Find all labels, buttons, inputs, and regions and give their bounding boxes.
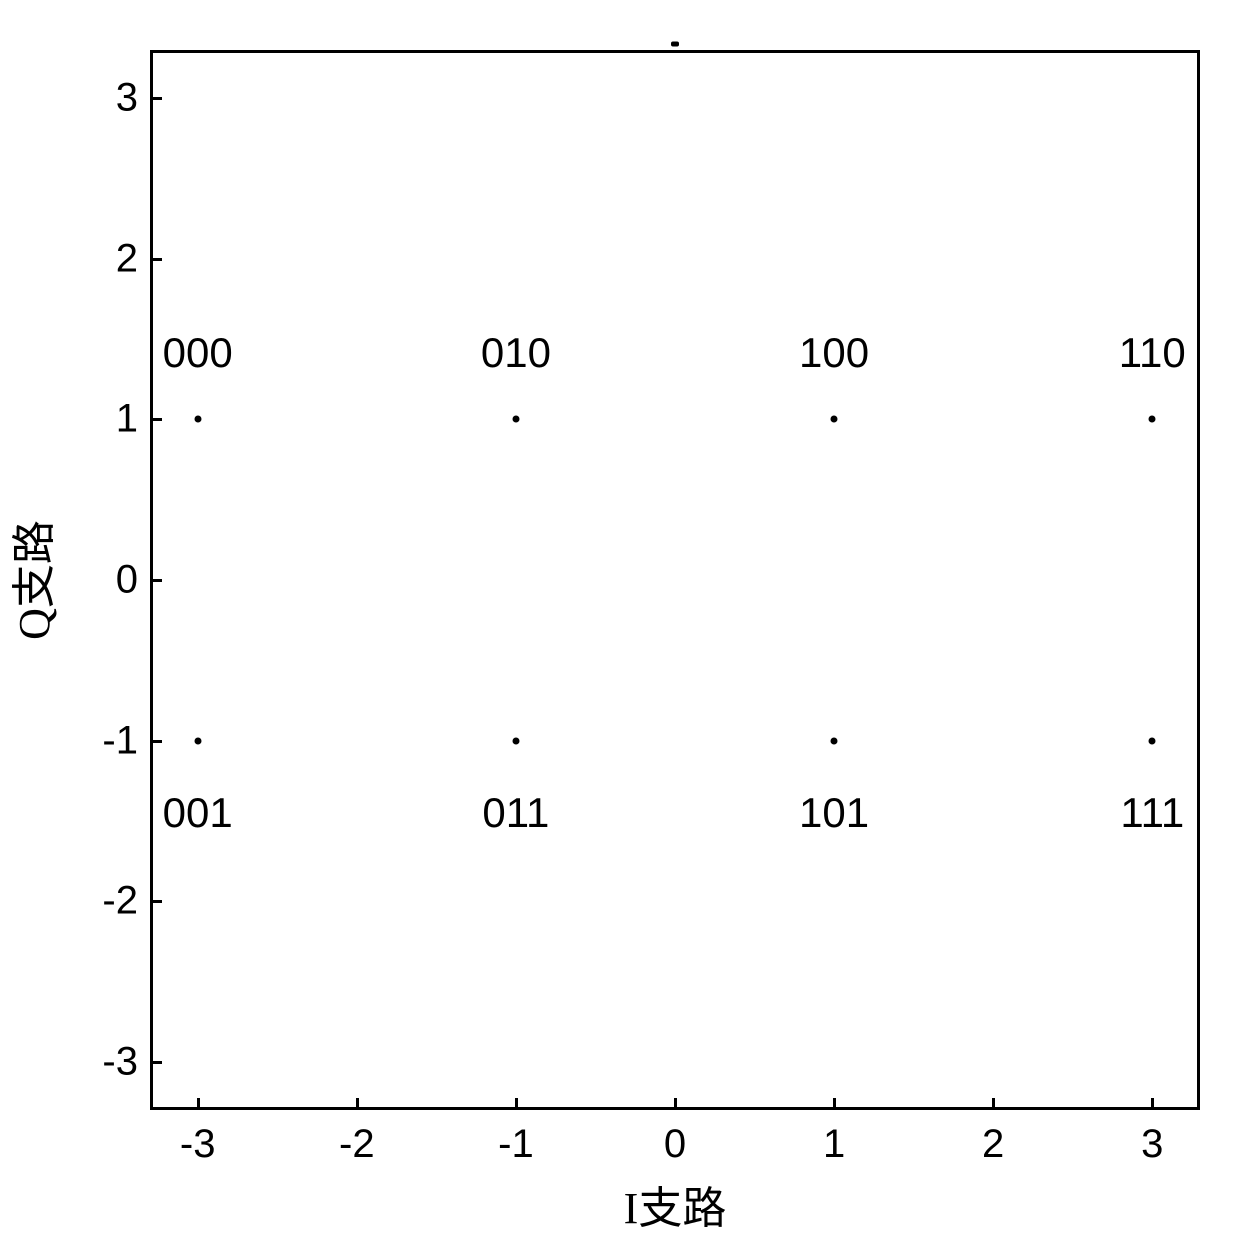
y-tick-label: 3 [116,76,138,121]
y-tick-label: -1 [102,718,138,763]
constellation-label: 011 [482,789,549,837]
constellation-label: 101 [799,789,869,837]
y-tick [150,579,162,582]
y-tick-label: -3 [102,1039,138,1084]
y-tick [150,418,162,421]
constellation-point [194,737,201,744]
y-tick [150,900,162,903]
constellation-label: 000 [163,329,233,377]
constellation-point [831,737,838,744]
constellation-point [512,737,519,744]
x-tick [356,1098,359,1110]
y-tick [150,1061,162,1064]
constellation-label: 100 [799,329,869,377]
x-tick [833,1098,836,1110]
plot-area [150,50,1200,1110]
y-tick-label: 0 [116,558,138,603]
constellation-label: 001 [163,789,233,837]
constellation-label: 010 [481,329,551,377]
x-tick [674,1098,677,1110]
y-tick [150,258,162,261]
x-tick-label: 3 [1141,1122,1163,1167]
x-tick-label: 1 [823,1122,845,1167]
constellation-label: 110 [1119,329,1186,377]
x-tick-label: 2 [982,1122,1004,1167]
x-tick-label: -2 [339,1122,375,1167]
x-tick-label: -1 [498,1122,534,1167]
y-tick-label: -2 [102,879,138,924]
constellation-chart: I支路 Q支路 -3 -2 -1 0 1 2 3 -3 -2 -1 0 1 2 3 000 010 100 110… [0,0,1240,1260]
constellation-point [512,416,519,423]
x-axis-label: I支路 [624,1172,727,1236]
constellation-point [1149,737,1156,744]
constellation-point [831,416,838,423]
x-tick [992,1098,995,1110]
constellation-point [194,416,201,423]
y-tick-label: 2 [116,236,138,281]
y-axis-label: Q支路 [0,520,62,640]
constellation-label: 111 [1120,789,1184,837]
x-tick-label: 0 [664,1122,686,1167]
top-center-mark [671,42,679,47]
x-tick-label: -3 [180,1122,216,1167]
y-tick [150,740,162,743]
x-tick [515,1098,518,1110]
constellation-point [1149,416,1156,423]
x-tick [1151,1098,1154,1110]
x-tick [197,1098,200,1110]
y-tick-label: 1 [116,397,138,442]
y-tick [150,97,162,100]
